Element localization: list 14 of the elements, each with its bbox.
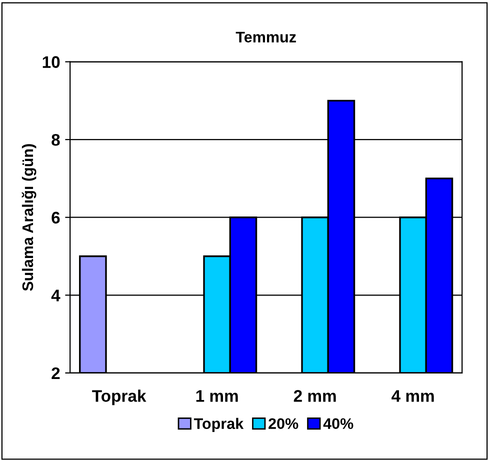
x-tick-label: 4 mm <box>392 390 434 402</box>
legend-label: 40% <box>323 418 354 430</box>
y-tick-label: 2 <box>52 367 60 379</box>
legend-label: 20% <box>268 418 298 430</box>
y-axis-title: Sulama Aralığı (gün) <box>22 144 36 291</box>
y-tick-label: 6 <box>52 212 60 224</box>
y-tick-label: 8 <box>52 134 60 146</box>
y-tick-label: 4 <box>51 290 60 302</box>
legend-label: Toprak <box>194 418 244 432</box>
x-tick-label: Toprak <box>92 390 146 406</box>
y-tick-label: 10 <box>42 56 60 68</box>
x-tick-label: 1 mm <box>196 390 238 402</box>
x-tick-label: 2 mm <box>294 390 336 402</box>
chart-title: Temmuz <box>236 32 296 42</box>
